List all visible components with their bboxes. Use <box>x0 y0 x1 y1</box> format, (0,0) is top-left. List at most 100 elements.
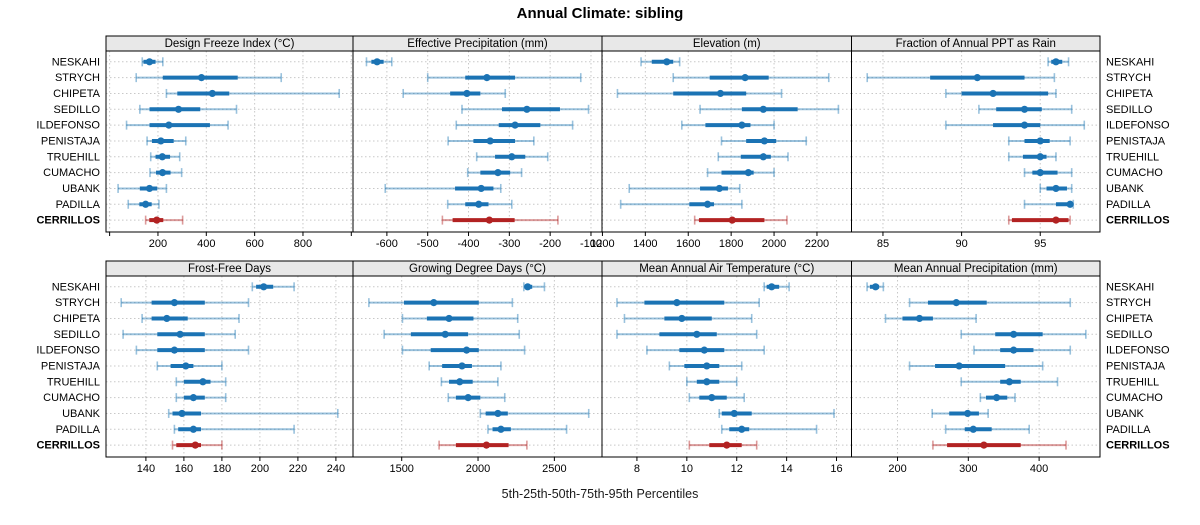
axis-tick-label: 200 <box>888 463 906 475</box>
percentile-row-chipeta <box>623 313 753 323</box>
percentile-row-cumacho <box>447 393 506 403</box>
site-label-right-cerrillos: CERRILLOS <box>1106 215 1170 227</box>
percentile-row-chipeta <box>884 313 977 323</box>
panel-frost-free-days: 140 160 180 200 220 240 Frost-Free Days <box>105 260 354 475</box>
percentile-row-truehill <box>717 152 789 162</box>
axis-tick-label: 200 <box>251 463 269 475</box>
panel-growing-degree-days-c: 1500 2000 2500 Growing Degree Days (°C) <box>352 260 603 475</box>
median-dot <box>1036 169 1044 177</box>
percentile-row-ildefonso <box>125 120 229 130</box>
percentile-row-neskahi <box>1047 57 1070 67</box>
axis-tick-label: 2200 <box>805 238 829 250</box>
panel-background <box>106 276 353 457</box>
site-label-right-ildefonso: ILDEFONSO <box>1106 345 1170 357</box>
panel-strip-title: Mean Annual Precipitation (mm) <box>894 263 1058 275</box>
percentile-row-neskahi <box>640 57 681 67</box>
panel-background <box>353 276 602 457</box>
median-dot <box>523 105 531 113</box>
median-dot <box>508 153 516 161</box>
median-dot <box>964 409 972 418</box>
median-dot <box>158 169 167 177</box>
panel-background <box>851 51 1100 232</box>
axis-tick-label: 600 <box>245 238 263 250</box>
percentile-row-padilla <box>944 424 1031 434</box>
site-label-right-penistaja: PENISTAJA <box>1106 360 1166 372</box>
median-dot <box>715 184 723 193</box>
site-label-left-padilla: PADILLA <box>56 199 101 211</box>
percentile-row-chipeta <box>141 313 240 323</box>
percentile-row-ubank <box>479 408 590 418</box>
percentile-row-padilla <box>127 199 160 209</box>
site-label-right-strych: STRYCH <box>1106 297 1151 309</box>
percentile-row-neskahi <box>251 282 295 292</box>
median-dot <box>494 169 502 177</box>
percentile-row-ildefonso <box>401 345 526 355</box>
median-dot <box>1036 137 1044 145</box>
axis-tick-label: -400 <box>458 238 480 250</box>
axis-tick-label: 400 <box>197 238 215 250</box>
median-dot <box>744 169 752 177</box>
percentile-row-ildefonso <box>973 345 1072 355</box>
median-dot <box>158 153 166 161</box>
site-label-right-padilla: PADILLA <box>1106 424 1151 436</box>
site-label-left-ubank: UBANK <box>62 183 101 195</box>
median-dot <box>486 137 494 145</box>
site-label-right-strych: STRYCH <box>1106 72 1151 84</box>
site-label-right-cumacho: CUMACHO <box>1106 392 1163 404</box>
median-dot <box>738 425 746 433</box>
median-dot <box>738 121 746 129</box>
percentile-row-neskahi <box>523 282 546 292</box>
percentile-row-truehill <box>175 377 227 387</box>
panel-elevation-m: 1200 1400 1600 1800 2000 2200 Elevation (m) <box>590 35 852 250</box>
axis-tick-label: 85 <box>877 238 889 250</box>
median-dot <box>208 89 216 98</box>
median-dot <box>703 378 711 386</box>
percentile-row-strych <box>135 73 283 83</box>
site-label-left-chipeta: CHIPETA <box>53 313 101 325</box>
axis-tick-label: 300 <box>959 463 977 475</box>
percentile-row-cumacho <box>175 393 227 403</box>
site-label-right-cerrillos: CERRILLOS <box>1106 440 1170 452</box>
percentile-row-ubank <box>117 183 168 193</box>
median-dot <box>730 409 738 418</box>
site-label-left-ildefonso: ILDEFONSO <box>36 120 100 132</box>
percentile-row-cerrillos <box>688 440 758 450</box>
median-dot <box>1052 216 1060 224</box>
median-dot <box>176 330 184 338</box>
site-label-left-sedillo: SEDILLO <box>54 104 101 116</box>
panel-strip-title: Elevation (m) <box>693 38 761 50</box>
axis-tick-label: 2500 <box>542 463 566 475</box>
percentile-row-strych <box>120 298 250 308</box>
percentile-row-penistaja <box>668 361 743 371</box>
percentile-row-cerrillos <box>171 440 223 450</box>
axis-tick-label: 180 <box>213 463 231 475</box>
site-label-left-penistaja: PENISTAJA <box>41 360 101 372</box>
median-dot <box>1020 121 1029 129</box>
median-dot <box>759 153 767 161</box>
percentile-row-ildefonso <box>455 120 574 130</box>
site-label-right-ubank: UBANK <box>1106 408 1145 420</box>
median-dot <box>693 330 701 338</box>
percentile-row-ildefonso <box>945 120 1086 130</box>
percentile-row-padilla <box>619 199 743 209</box>
percentile-row-ildefonso <box>646 345 765 355</box>
median-dot <box>741 74 749 82</box>
axis-tick-label: 1200 <box>590 238 614 250</box>
median-dot <box>182 362 190 370</box>
percentile-row-cumacho <box>706 168 775 178</box>
median-dot <box>673 299 681 307</box>
site-label-left-neskahi: NESKAHI <box>52 56 100 68</box>
panel-strip <box>851 260 1101 277</box>
median-dot <box>973 74 981 82</box>
median-dot <box>952 299 960 307</box>
median-dot <box>759 105 767 113</box>
site-label-right-truehill: TRUEHILL <box>1106 376 1159 388</box>
percentile-row-padilla <box>173 424 295 434</box>
axis-tick-label: -200 <box>539 238 561 250</box>
percentile-row-ubank <box>628 183 741 193</box>
site-label-left-cumacho: CUMACHO <box>43 392 100 404</box>
site-label-right-neskahi: NESKAHI <box>1106 56 1154 68</box>
median-dot <box>458 362 466 370</box>
site-label-right-padilla: PADILLA <box>1106 199 1151 211</box>
median-dot <box>1052 58 1060 66</box>
